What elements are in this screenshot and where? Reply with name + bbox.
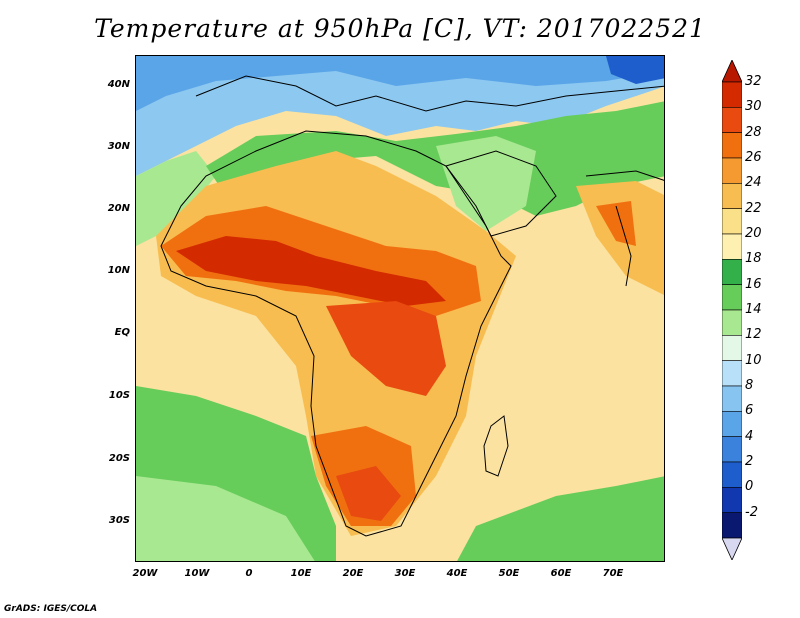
- colorbar-swatch: [722, 309, 742, 336]
- colorbar-swatch: [722, 360, 742, 387]
- colorbar-swatch: [722, 335, 742, 361]
- colorbar-bottom-arrow: [722, 537, 742, 560]
- colorbar-label: 14: [745, 302, 762, 317]
- lon-label-20w: 20W: [132, 568, 158, 579]
- lon-label-10e: 10E: [290, 568, 312, 579]
- south-atlantic-light: [136, 476, 315, 561]
- colorbar-label: 30: [745, 99, 762, 115]
- lon-label-30e: 30E: [394, 568, 416, 579]
- arabia-coastline: [445, 150, 557, 237]
- colorbar-swatch: [722, 284, 742, 311]
- colorbar-label: 22: [745, 200, 762, 216]
- lat-label-40n: 40N: [107, 79, 130, 90]
- colorbar-label: 10: [745, 352, 762, 368]
- lat-label-30s: 30S: [108, 515, 130, 526]
- north-atlantic-cold: [136, 56, 664, 111]
- colorbar-label: 4: [745, 428, 754, 444]
- colorbar-label: 26: [745, 150, 762, 165]
- colorbar-label: 0: [745, 479, 754, 495]
- lat-label-20s: 20S: [108, 453, 130, 464]
- colorbar-swatch: [722, 259, 742, 285]
- colorbar-swatch: [722, 487, 742, 513]
- lat-label-20n: 20N: [107, 203, 130, 214]
- atlantic-cool-belt: [136, 151, 216, 246]
- cold-spot-east: [606, 56, 664, 84]
- grads-credit: GrADS: IGES/COLA: [4, 604, 98, 614]
- colorbar-label: 16: [745, 276, 762, 292]
- colorbar-label: 6: [745, 403, 754, 419]
- lon-label-10w: 10W: [184, 568, 210, 579]
- colorbar-swatch: [722, 385, 742, 412]
- colorbar-label: 8: [745, 378, 754, 393]
- sahel-core: [176, 236, 446, 306]
- india-coastline: [585, 170, 664, 287]
- colorbar-swatch: [722, 183, 742, 209]
- europe-coastline: [195, 75, 664, 112]
- lon-label-70e: 70E: [602, 568, 624, 579]
- north-africa-green: [206, 101, 664, 216]
- colorbar-label: 24: [745, 175, 762, 191]
- lon-label-60e: 60E: [550, 568, 572, 579]
- africa-coastline: [160, 130, 512, 537]
- colorbar-swatch: [722, 208, 742, 235]
- colorbar-swatch: [722, 512, 742, 539]
- colorbar-label: 18: [745, 251, 762, 267]
- colorbar-label: -2: [745, 504, 758, 520]
- colorbar-swatch: [722, 132, 742, 159]
- colorbar-swatch: [722, 461, 742, 488]
- colorbar-swatch: [722, 107, 742, 133]
- colorbar-swatch: [722, 411, 742, 437]
- india-hot: [596, 201, 636, 246]
- colorbar-label: 12: [745, 327, 762, 343]
- colorbar-swatch: [722, 233, 742, 260]
- colorbar-label: 32: [745, 74, 762, 89]
- lon-label-20e: 20E: [342, 568, 364, 579]
- colorbar-label: 20: [745, 226, 762, 241]
- southern-africa-hot: [336, 466, 401, 521]
- map-title: Temperature at 950hPa [C], VT: 201702252…: [94, 14, 706, 43]
- lon-label-50e: 50E: [498, 568, 520, 579]
- colorbar-swatch: [722, 436, 742, 463]
- colorbar-swatch: [722, 157, 742, 184]
- central-africa-hot: [326, 301, 446, 396]
- colorbar-top-arrow: [722, 60, 742, 83]
- colorbar-label: 2: [745, 454, 754, 469]
- europe-cool-region: [136, 56, 664, 176]
- lat-label-30n: 30N: [107, 141, 130, 152]
- temperature-map: [135, 55, 665, 562]
- colorbar: [722, 60, 742, 560]
- arabia-green: [436, 136, 536, 231]
- madagascar-outline: [483, 415, 509, 477]
- lat-label-10n: 10N: [107, 265, 130, 276]
- colorbar-label: 28: [745, 124, 762, 140]
- lon-label-0: 0: [245, 568, 253, 579]
- south-indian-green: [457, 476, 664, 561]
- map-canvas: [136, 56, 664, 561]
- lat-label-eq: EQ: [114, 327, 130, 338]
- lat-label-10s: 10S: [108, 390, 130, 401]
- lon-label-40e: 40E: [446, 568, 468, 579]
- colorbar-swatch: [722, 81, 742, 108]
